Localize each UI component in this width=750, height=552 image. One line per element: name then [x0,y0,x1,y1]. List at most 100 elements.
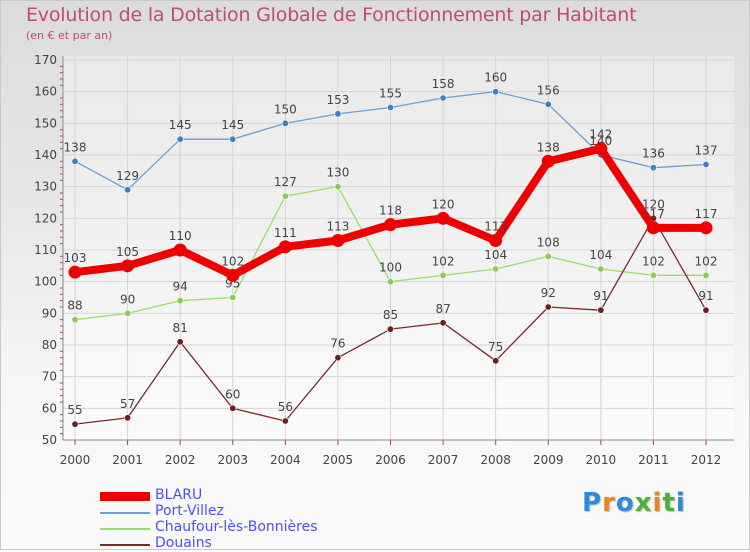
data-point-port-villez [176,135,184,143]
data-label-blaru: 105 [116,245,139,259]
data-point-douains [176,338,184,346]
x-tick-label: 2000 [60,453,91,467]
x-tick-label: 2004 [270,453,301,467]
data-point-chaufour-les-bonnieres [702,271,710,279]
data-point-chaufour-les-bonnieres [544,252,552,260]
legend-swatch [100,528,150,530]
data-label-port-villez: 140 [589,134,612,148]
plot-area [63,56,734,440]
data-point-port-villez [71,157,79,165]
data-point-blaru [278,240,292,254]
data-point-blaru [331,234,345,247]
data-point-port-villez [439,94,447,102]
y-tick-label: 140 [34,148,57,162]
data-point-blaru [541,154,555,168]
data-label-blaru: 113 [326,220,349,234]
data-point-chaufour-les-bonnieres [386,278,394,286]
data-label-chaufour-les-bonnieres: 90 [120,292,135,306]
data-label-douains: 57 [120,397,135,411]
data-point-chaufour-les-bonnieres [229,293,237,301]
logo-letter: x [634,488,653,518]
data-point-port-villez [386,104,394,112]
data-label-chaufour-les-bonnieres: 127 [274,175,297,189]
y-tick-label: 100 [34,275,57,289]
logo-letter: i [675,488,686,518]
data-point-port-villez [124,186,132,194]
data-label-blaru: 118 [379,204,402,218]
data-point-douains [597,306,605,314]
logo-letter: i [652,488,663,518]
data-point-blaru [68,265,82,279]
data-label-blaru: 111 [274,226,297,240]
data-point-blaru [226,268,240,282]
data-label-chaufour-les-bonnieres: 130 [326,166,349,180]
data-label-douains: 85 [383,308,398,322]
data-label-blaru: 102 [221,254,244,268]
x-tick-label: 2008 [480,453,511,467]
data-label-port-villez: 153 [326,93,349,107]
data-label-chaufour-les-bonnieres: 100 [379,261,402,275]
x-tick-label: 2006 [375,453,406,467]
data-label-blaru: 113 [484,220,507,234]
data-point-chaufour-les-bonnieres [334,183,342,191]
data-point-blaru [489,234,503,247]
data-label-port-villez: 158 [432,77,455,91]
data-label-port-villez: 160 [484,71,507,85]
data-label-chaufour-les-bonnieres: 94 [173,280,188,294]
data-point-chaufour-les-bonnieres [439,271,447,279]
data-label-blaru: 142 [589,128,612,142]
data-label-douains: 56 [278,400,293,414]
data-point-douains [281,417,289,425]
logo-letter: t [662,488,676,518]
data-point-port-villez [544,100,552,108]
data-point-chaufour-les-bonnieres [281,192,289,200]
data-label-blaru: 117 [642,207,665,221]
data-label-chaufour-les-bonnieres: 104 [589,248,612,262]
data-label-port-villez: 136 [642,147,665,161]
data-label-chaufour-les-bonnieres: 102 [695,254,718,268]
data-point-douains [229,404,237,412]
data-label-port-villez: 138 [64,140,87,154]
data-point-blaru [646,221,660,235]
data-label-chaufour-les-bonnieres: 108 [537,235,560,249]
legend-swatch [100,512,150,514]
x-tick-label: 2005 [323,453,354,467]
data-point-blaru [384,218,397,232]
y-tick-label: 80 [42,338,57,352]
x-tick-label: 2003 [217,453,248,467]
y-tick-label: 170 [34,53,57,67]
data-label-douains: 75 [488,340,503,354]
legend-label: Chaufour-lès-Bonnières [155,519,318,535]
data-label-port-villez: 150 [274,102,297,116]
data-point-blaru [436,211,450,225]
x-tick-label: 2002 [165,453,196,467]
data-label-port-villez: 145 [221,118,244,132]
y-tick-label: 70 [42,370,57,384]
data-point-chaufour-les-bonnieres [649,271,657,279]
data-label-douains: 81 [173,321,188,335]
legend-swatch [100,544,150,546]
data-point-port-villez [334,110,342,118]
data-label-chaufour-les-bonnieres: 88 [67,299,82,313]
data-label-port-villez: 155 [379,87,402,101]
y-tick-label: 110 [34,243,57,257]
data-point-chaufour-les-bonnieres [124,309,132,317]
data-point-chaufour-les-bonnieres [176,297,184,305]
data-point-douains [439,319,447,327]
data-label-blaru: 138 [537,140,560,154]
data-label-chaufour-les-bonnieres: 102 [432,254,455,268]
data-point-blaru [594,142,608,156]
x-tick-label: 2011 [638,453,669,467]
data-point-blaru [173,243,187,257]
y-tick-label: 160 [34,85,57,99]
data-point-chaufour-les-bonnieres [492,265,500,273]
data-label-port-villez: 156 [537,83,560,97]
data-point-douains [386,325,394,333]
data-label-blaru: 110 [169,229,192,243]
data-point-port-villez [702,161,710,169]
data-point-douains [544,303,552,311]
data-label-blaru: 117 [695,207,718,221]
chart-title: Evolution de la Dotation Globale de Fonc… [26,4,637,26]
data-point-douains [334,354,342,362]
